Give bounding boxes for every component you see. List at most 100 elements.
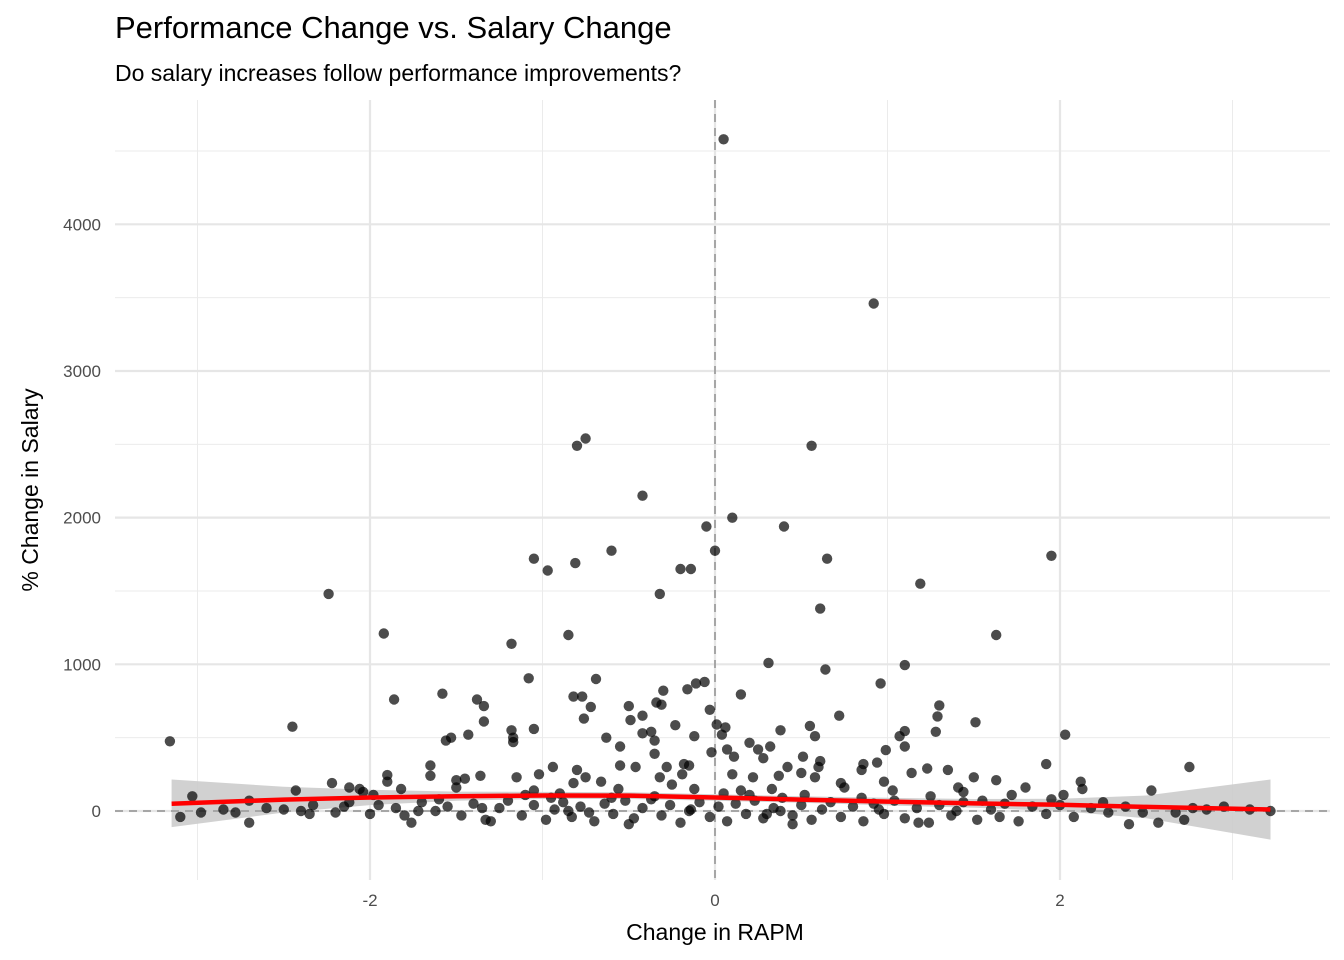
data-point bbox=[295, 805, 307, 817]
data-point bbox=[413, 805, 424, 817]
data-point bbox=[637, 710, 648, 721]
data-point bbox=[649, 748, 660, 759]
data-point bbox=[922, 763, 933, 774]
data-point bbox=[528, 553, 540, 564]
data-point bbox=[307, 799, 319, 811]
data-point bbox=[406, 817, 417, 828]
data-point bbox=[835, 811, 847, 823]
data-point bbox=[1077, 783, 1088, 795]
data-point bbox=[451, 775, 462, 786]
data-point bbox=[899, 813, 910, 824]
data-point bbox=[547, 761, 559, 773]
trend-line-path bbox=[171, 793, 1271, 812]
data-point bbox=[568, 691, 579, 702]
data-point bbox=[721, 816, 733, 827]
data-point bbox=[994, 811, 1005, 823]
data-point bbox=[475, 770, 486, 781]
data-point bbox=[571, 440, 583, 451]
data-point bbox=[425, 760, 436, 771]
data-point bbox=[549, 804, 560, 815]
data-point bbox=[782, 761, 793, 773]
data-point bbox=[599, 798, 610, 809]
data-point bbox=[747, 772, 759, 783]
data-point bbox=[571, 764, 583, 776]
data-point bbox=[718, 134, 729, 145]
data-point bbox=[878, 776, 890, 787]
data-point bbox=[839, 782, 850, 793]
data-point bbox=[620, 795, 631, 806]
data-point bbox=[804, 720, 816, 732]
data-point bbox=[968, 772, 979, 783]
data-point bbox=[806, 814, 817, 825]
y-tick-label: 0 bbox=[92, 802, 101, 821]
data-point bbox=[1153, 817, 1164, 828]
data-point bbox=[195, 807, 207, 818]
data-point bbox=[1123, 819, 1135, 830]
data-point bbox=[456, 810, 467, 821]
data-point bbox=[218, 804, 229, 815]
data-point bbox=[442, 801, 453, 812]
data-point bbox=[175, 811, 186, 823]
data-point bbox=[1179, 814, 1190, 825]
data-point bbox=[765, 741, 776, 752]
data-point bbox=[533, 769, 545, 780]
data-point bbox=[563, 805, 574, 817]
data-point bbox=[834, 710, 845, 721]
data-point bbox=[558, 797, 569, 808]
data-point bbox=[728, 751, 740, 762]
data-point bbox=[711, 719, 722, 730]
data-point bbox=[766, 783, 778, 795]
data-point bbox=[646, 726, 657, 737]
data-point bbox=[637, 490, 648, 501]
data-point bbox=[871, 757, 883, 768]
data-point bbox=[796, 767, 807, 779]
y-tick-label: 3000 bbox=[63, 362, 101, 381]
data-point bbox=[658, 685, 669, 696]
data-point bbox=[476, 802, 488, 814]
data-point bbox=[887, 785, 898, 796]
data-point bbox=[523, 673, 534, 684]
data-point bbox=[797, 751, 809, 762]
data-point bbox=[478, 716, 490, 727]
data-point bbox=[580, 433, 591, 444]
data-point bbox=[164, 736, 176, 747]
data-point bbox=[575, 801, 586, 812]
data-point bbox=[1170, 807, 1181, 818]
data-point bbox=[847, 801, 859, 812]
tick-labels: -2 0 2 0 1000 2000 3000 4000 bbox=[63, 215, 1065, 910]
data-point bbox=[932, 711, 943, 722]
data-point bbox=[806, 440, 817, 451]
data-point bbox=[580, 772, 591, 783]
data-point bbox=[813, 761, 824, 773]
grid-minor bbox=[115, 100, 1330, 880]
data-point bbox=[721, 744, 733, 755]
data-point bbox=[502, 795, 514, 806]
x-tick-label: 2 bbox=[1055, 891, 1064, 910]
data-point bbox=[709, 545, 721, 556]
data-point bbox=[590, 673, 602, 685]
data-point bbox=[1184, 761, 1195, 773]
data-point bbox=[704, 811, 715, 823]
data-point bbox=[727, 769, 738, 780]
data-point bbox=[689, 783, 700, 795]
data-point bbox=[1103, 807, 1114, 818]
data-point bbox=[437, 688, 448, 699]
data-point bbox=[699, 676, 710, 688]
data-point bbox=[585, 701, 596, 713]
data-point bbox=[459, 773, 471, 784]
data-point bbox=[1058, 789, 1069, 801]
data-point bbox=[1046, 794, 1057, 805]
trend-line bbox=[171, 793, 1271, 812]
data-point bbox=[758, 753, 769, 764]
data-point bbox=[637, 802, 648, 814]
data-point bbox=[775, 805, 786, 817]
data-point bbox=[430, 805, 441, 817]
data-point bbox=[682, 684, 693, 695]
data-point bbox=[1068, 811, 1080, 823]
data-point bbox=[942, 764, 954, 776]
data-point bbox=[390, 802, 402, 814]
y-tick-label: 4000 bbox=[63, 215, 101, 234]
data-point bbox=[713, 801, 724, 812]
data-point bbox=[1041, 758, 1052, 770]
data-point bbox=[278, 804, 289, 815]
